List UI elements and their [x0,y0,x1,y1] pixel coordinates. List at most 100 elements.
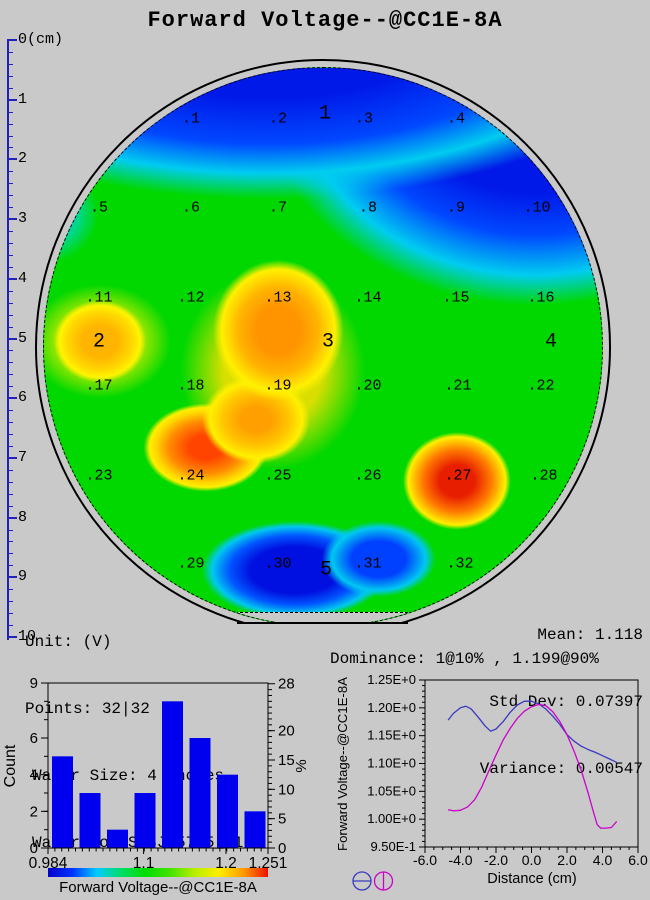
ruler-minor-tick [7,410,13,412]
wafer-point-label: .19 [264,377,292,395]
ruler-minor-tick [7,469,13,471]
ruler-major-tick [7,456,17,459]
wafer-point-label: .9 [446,199,466,217]
wafer-point-label: .16 [527,289,555,307]
variance-text: Variance: 0.00547 [479,760,643,779]
hist-bar [244,811,266,848]
wafer-point-label: .8 [358,199,378,217]
ruler-minor-tick [7,207,13,209]
hist-y-tick-label: 2 [30,803,38,820]
ruler-major-tick [7,576,17,579]
hist-bar [107,829,128,848]
wafer-point-label: .12 [177,289,205,307]
wafer-flat-outer [237,622,408,639]
ruler-minor-tick [7,290,13,292]
hist-x-tick-label: 1.1 [133,855,155,872]
wafer-point-label: .29 [177,555,205,573]
vertical-scan-curve [447,703,618,829]
ruler-minor-tick [7,374,13,376]
ruler-major-tick [7,39,17,41]
ruler-major-tick [7,158,17,161]
wafer-point-label: .11 [85,289,113,307]
profile-y-tick-label: 1.10E+0 [367,756,416,771]
wafer-region-label: 1 [318,102,332,126]
wafer-point-label: .25 [264,467,292,485]
ruler-minor-tick [7,314,13,316]
wafer-point-label: .27 [444,467,472,485]
ruler-label: 2 [18,150,28,168]
hist-pct-tick-label: 28 [278,676,295,693]
ruler-label: 10 [18,628,37,645]
hist-bar [189,738,211,848]
profile-y-tick-label: 9.50E-1 [370,839,416,854]
ruler-major-tick [7,516,17,519]
wafer-point-label: .15 [442,289,470,307]
profile-y-tick-label: 1.15E+0 [367,728,416,743]
wafer-region-label: 5 [319,558,333,582]
ruler-label: 8 [18,508,28,526]
ruler-minor-tick [7,565,13,567]
ruler-minor-tick [7,386,13,388]
hist-bar [79,793,101,848]
profile-x-tick-label: 6.0 [628,852,648,868]
hist-pct-tick-label: 0 [278,840,286,857]
hist-bar [162,701,183,848]
profile-x-tick-label: -4.0 [448,852,472,868]
profile-ylabel: Forward Voltage--@CC1E-8A [335,677,350,851]
wafer-point-label: .10 [523,199,551,217]
ruler-minor-tick [7,350,13,352]
colorbar-caption: Forward Voltage--@CC1E-8A [59,879,257,896]
wafer-point-label: .28 [530,467,558,485]
profile-y-tick-label: 1.20E+0 [367,700,416,715]
ruler-minor-tick [7,326,13,328]
ruler-minor-tick [7,505,13,507]
ruler-label: 4 [18,269,28,287]
wafer-point-label: .14 [354,289,382,307]
ruler-minor-tick [7,613,13,615]
wafer-point-label: .2 [268,110,288,128]
horizontal-scan-curve [447,700,617,763]
ruler-line [7,40,9,640]
wafer-point-label: .5 [89,199,109,217]
page-title: Forward Voltage--@CC1E-8A [147,8,503,33]
cm-ruler: 0(cm) 1 2 3 4 5 6 7 8 9 10 [7,32,67,645]
profile-xlabel: Distance (cm) [487,871,576,887]
profile-x-tick-label: -6.0 [413,852,437,868]
ruler-minor-tick [7,362,13,364]
ruler-minor-tick [7,493,13,495]
profile-x-tick-label: -2.0 [484,852,508,868]
ruler-minor-tick [7,434,13,436]
ruler-minor-tick [7,302,13,304]
wafer-point-label: .24 [177,467,205,485]
ruler-minor-tick [7,601,13,603]
hist-pct-tick-label: 15 [278,752,295,769]
unit-text: Unit: (V) [25,632,112,651]
hist-bar [52,756,73,848]
std-dev-text: Std Dev: 0.07397 [489,693,643,712]
hist-x-tick-label: 1.2 [215,855,237,872]
wafer-point-label: .4 [446,110,466,128]
ruler-major-tick [7,337,17,340]
ruler-major-tick [7,98,17,101]
ruler-minor-tick [7,75,13,77]
hist-pct-tick-label: 10 [278,781,295,798]
wafer-point-label: .31 [354,555,382,573]
ruler-label: 0(cm) [18,31,64,48]
hist-y-tick-label: 0 [30,840,38,857]
ruler-minor-tick [7,195,13,197]
hist-pct-tick-label: 20 [278,723,295,740]
ruler-minor-tick [7,254,13,256]
ruler-label: 7 [18,448,28,466]
hist-bar [217,774,238,848]
profile-y-tick-label: 1.05E+0 [367,783,416,798]
hist-ylabel-percent: % [293,759,310,772]
profile-chart: 1.25E+0 1.20E+0 1.15E+0 1.10E+0 1.05E+0 1.00E… [335,672,648,891]
ruler-label: 3 [18,210,28,228]
ruler-major-tick [7,277,17,280]
wafer-region-label: 4 [544,330,558,354]
wafer-point-label: .23 [85,467,113,485]
ruler-label: 5 [18,329,28,347]
wafer-point-label: .20 [354,377,382,395]
profile-x-tick-label: 0.0 [522,852,542,868]
profile-y-tick-label: 1.00E+0 [367,811,416,826]
